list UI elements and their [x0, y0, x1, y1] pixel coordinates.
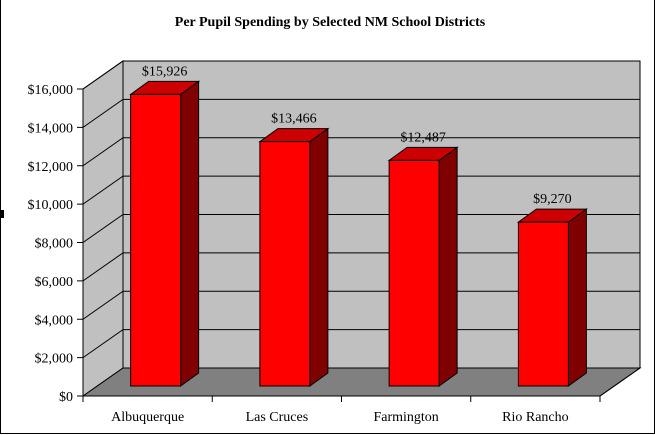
gridline	[82, 98, 640, 128]
y-tick-label: $16,000	[28, 83, 74, 98]
chart-title: Per Pupil Spending by Selected NM School…	[175, 15, 486, 30]
gridline	[82, 137, 640, 167]
gridline	[82, 60, 640, 90]
gridline	[82, 290, 640, 320]
bar-side[interactable]	[309, 127, 329, 387]
gridline	[82, 252, 640, 282]
data-label: $9,270	[533, 192, 572, 207]
x-tick-label: Farmington	[373, 410, 438, 425]
gridline	[82, 214, 640, 243]
frame-tick-mark	[0, 210, 4, 218]
data-label: $15,926	[142, 64, 188, 79]
y-tick-label: $8,000	[35, 237, 74, 252]
gridline	[82, 175, 640, 205]
bar[interactable]	[517, 221, 569, 387]
y-tick-label: $0	[59, 390, 73, 405]
gridline	[82, 329, 640, 359]
x-tick-label: Las Cruces	[246, 410, 309, 425]
bar-side[interactable]	[180, 80, 200, 387]
y-tick-label: $6,000	[35, 275, 74, 290]
bar-side[interactable]	[438, 146, 458, 387]
y-tick-label: $14,000	[28, 121, 74, 136]
y-tick-label: $2,000	[35, 352, 74, 367]
x-tick-label: Rio Rancho	[502, 410, 569, 425]
y-tick-label: $4,000	[35, 313, 74, 328]
bar[interactable]	[259, 141, 311, 387]
data-label: $13,466	[271, 112, 317, 127]
bar[interactable]	[388, 159, 440, 387]
y-tick-label: $10,000	[28, 198, 74, 213]
x-tick-label: Albuquerque	[111, 410, 184, 425]
bar-side[interactable]	[567, 208, 587, 387]
data-label: $12,487	[400, 130, 446, 145]
y-tick-label: $12,000	[28, 160, 74, 175]
bar[interactable]	[130, 93, 182, 387]
floor-edge	[599, 367, 641, 397]
